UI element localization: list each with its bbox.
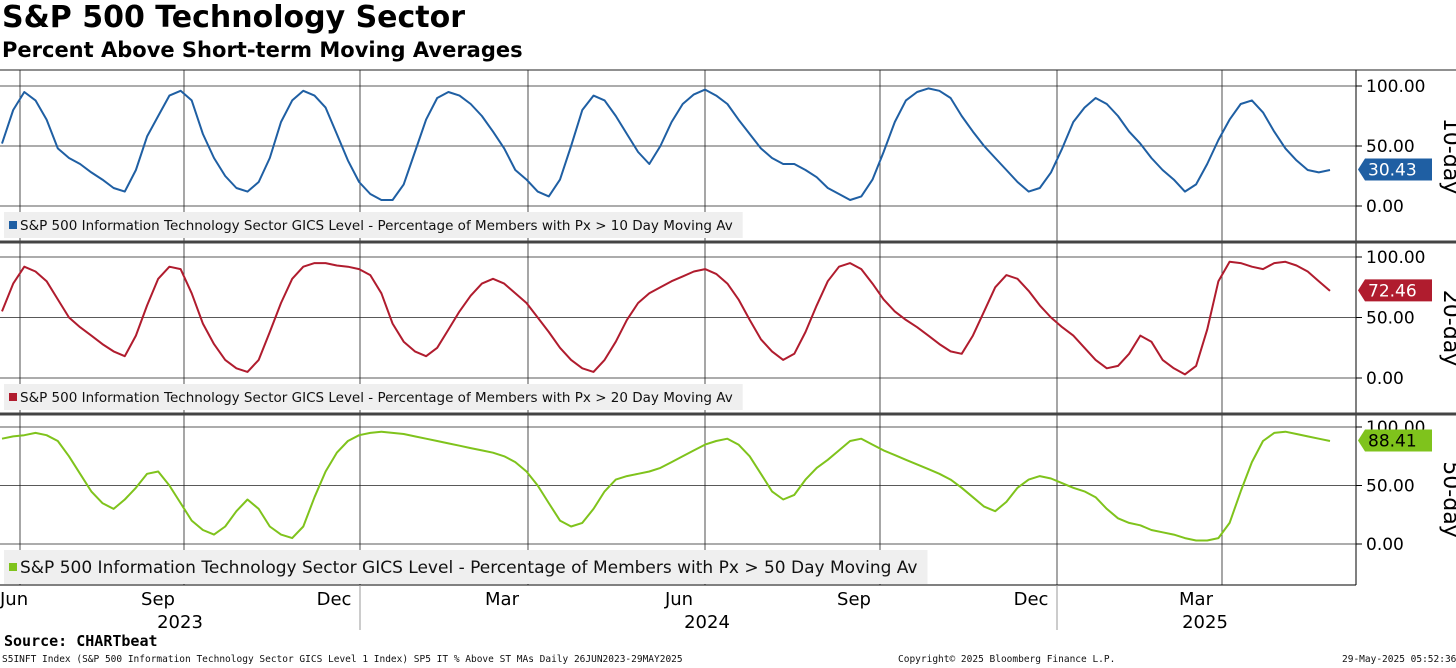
legend-swatch [9,563,17,571]
x-month-label: Mar [485,589,520,610]
y-tick-label: 100.00 [1366,77,1425,97]
last-value-tag [1358,429,1432,452]
chart-title: S&P 500 Technology Sector [2,0,466,35]
chart-subtitle: Percent Above Short-term Moving Averages [2,38,523,62]
index-info: S5INFT Index (S&P 500 Information Techno… [2,654,683,665]
x-year-label: 2023 [157,612,203,633]
last-value-label: 88.41 [1368,432,1417,452]
legend-swatch [9,221,17,229]
x-year-label: 2024 [684,612,730,633]
last-value-label: 72.46 [1368,281,1417,301]
series-line-50-day [1,430,1331,542]
last-value-tag [1358,158,1432,181]
legend-box [4,550,928,584]
y-tick-label: 100.00 [1366,248,1425,268]
legend-swatch [9,393,17,401]
last-value-tag [1358,279,1432,302]
y-tick-label: 0.00 [1366,535,1404,555]
y-tick-label: 50.00 [1366,477,1415,497]
last-value-label: 30.43 [1368,160,1417,180]
panel-name-label: 50-day [1438,461,1456,537]
x-month-label: Dec [1014,589,1049,610]
series-line-10-day [1,87,1331,201]
legend-box [4,384,743,410]
legend-box [4,212,743,238]
panel-name-label: 10-day [1438,118,1456,194]
y-tick-label: 0.00 [1366,197,1404,217]
legend-label: S&P 500 Information Technology Sector GI… [20,218,733,234]
y-tick-label: 50.00 [1366,309,1415,329]
timestamp: 29-May-2025 05:52:36 [1342,654,1456,665]
legend-label: S&P 500 Information Technology Sector GI… [20,390,733,406]
legend-label: S&P 500 Information Technology Sector GI… [20,558,918,578]
x-year-label: 2025 [1182,612,1228,633]
x-month-label: Jun [664,589,693,610]
y-tick-label: 50.00 [1366,137,1415,157]
x-month-label: Jun [0,589,28,610]
y-tick-label: 0.00 [1366,369,1404,389]
panel-name-label: 20-day [1438,290,1456,366]
x-month-label: Dec [317,589,352,610]
series-line-20-day [1,260,1331,376]
x-month-label: Mar [1179,589,1214,610]
x-month-label: Sep [141,589,175,610]
source-label: Source: CHARTbeat [4,632,158,650]
x-month-label: Sep [837,589,871,610]
copyright: Copyright© 2025 Bloomberg Finance L.P. [898,654,1116,665]
